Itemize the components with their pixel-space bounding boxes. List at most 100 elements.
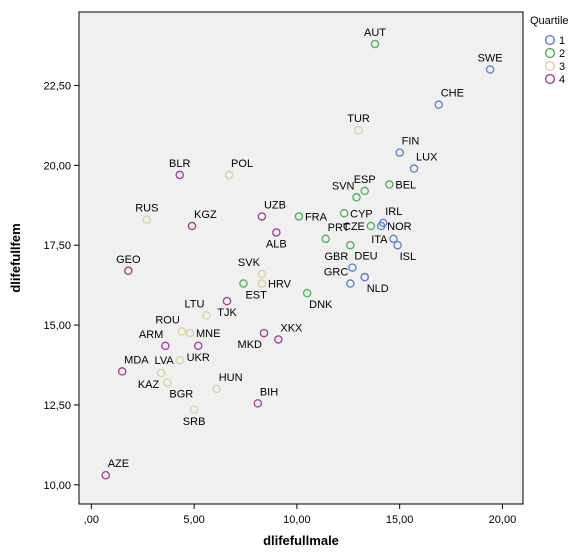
point-label: ARM [139,329,163,341]
data-point [177,327,187,336]
legend-marker [544,47,556,59]
data-point [389,234,398,244]
data-point [175,170,184,180]
point-label: ALB [266,238,287,250]
data-point [393,240,402,250]
data-point [175,355,184,365]
point-label: AUT [364,27,386,39]
data-point [202,311,211,320]
point-label: MKD [238,339,263,351]
point-label: PRT [328,222,350,234]
point-label: HUN [219,372,243,384]
point-label: BIH [260,386,278,398]
point-label: RUS [135,203,158,215]
point-label: DNK [309,299,333,311]
y-tick-label: 17,50 [43,240,71,252]
data-point [354,125,363,135]
point-label: ISL [400,251,417,263]
x-axis-title: dlifefullmale [263,533,339,548]
data-point [156,368,166,378]
data-point [360,186,369,196]
point-label: BGR [169,389,193,401]
legend-label: 3 [559,61,565,73]
data-point [346,240,355,250]
data-point [321,234,330,244]
point-label: TUR [347,113,370,125]
data-points [101,39,495,480]
data-point [274,335,283,344]
point-label: POL [231,158,253,170]
point-label: SRB [183,416,206,428]
point-label: GEO [116,254,141,266]
point-label: EST [245,290,267,302]
data-point [222,296,232,306]
data-point [434,100,443,109]
legend-label: 4 [559,74,565,86]
data-point [257,212,267,221]
legend-marker [544,34,556,46]
x-tick-label: 5,00 [183,514,204,526]
point-label: BLR [169,158,190,170]
data-point [485,65,495,74]
data-point [239,279,248,288]
data-point [189,405,199,415]
point-label: UZB [264,199,286,211]
data-point [376,221,386,231]
data-point [395,148,404,157]
data-point [212,384,221,394]
point-label: IRL [385,206,402,218]
data-point [366,221,376,231]
data-point [302,288,312,298]
point-label: LVA [155,355,175,367]
point-label: CYP [350,208,373,220]
data-point [253,399,263,408]
data-point [163,378,172,387]
point-label: SVK [238,257,261,269]
point-label: LTU [184,299,204,311]
legend-label: 2 [559,48,565,60]
point-label: CZE [343,221,365,233]
plot-background [78,11,524,505]
y-tick-label: 15,00 [43,320,71,332]
point-label: MDA [124,354,149,366]
x-axis: ,00 5,00 10,00 15,00 20,00 [84,504,517,526]
point-label: ROU [155,314,180,326]
data-point [224,170,234,180]
point-label: FRA [305,211,328,223]
x-tick-label: 20,00 [489,514,517,526]
data-point [360,272,369,282]
data-point [101,470,110,480]
data-point [257,279,267,288]
y-tick-label: 22,50 [43,80,71,92]
data-point [339,209,349,218]
y-tick-label: 12,50 [43,400,71,412]
point-label: ESP [354,174,376,186]
legend-marker [544,60,556,72]
point-label: TJK [217,307,237,319]
point-label: NLD [367,283,389,295]
data-point [352,193,361,202]
data-point [385,180,394,189]
x-tick-label: ,00 [84,514,99,526]
point-label: UKR [187,352,210,364]
y-axis-title: dlifefullfem [8,223,23,292]
data-point [161,341,170,351]
data-point [117,367,127,376]
data-point [370,39,380,49]
data-point [294,212,304,221]
data-point [409,164,419,173]
point-label: FIN [402,136,420,148]
point-label: GBR [324,251,348,263]
point-label: HRV [268,279,292,291]
data-point [185,328,195,338]
data-point [257,269,267,279]
legend-label: 1 [559,35,565,47]
legend-title: Quartile [530,15,569,27]
point-label: CHE [441,88,464,100]
point-label: GRC [324,267,349,279]
point-label: DEU [354,251,377,263]
data-point [193,341,203,351]
x-tick-label: 10,00 [283,514,311,526]
